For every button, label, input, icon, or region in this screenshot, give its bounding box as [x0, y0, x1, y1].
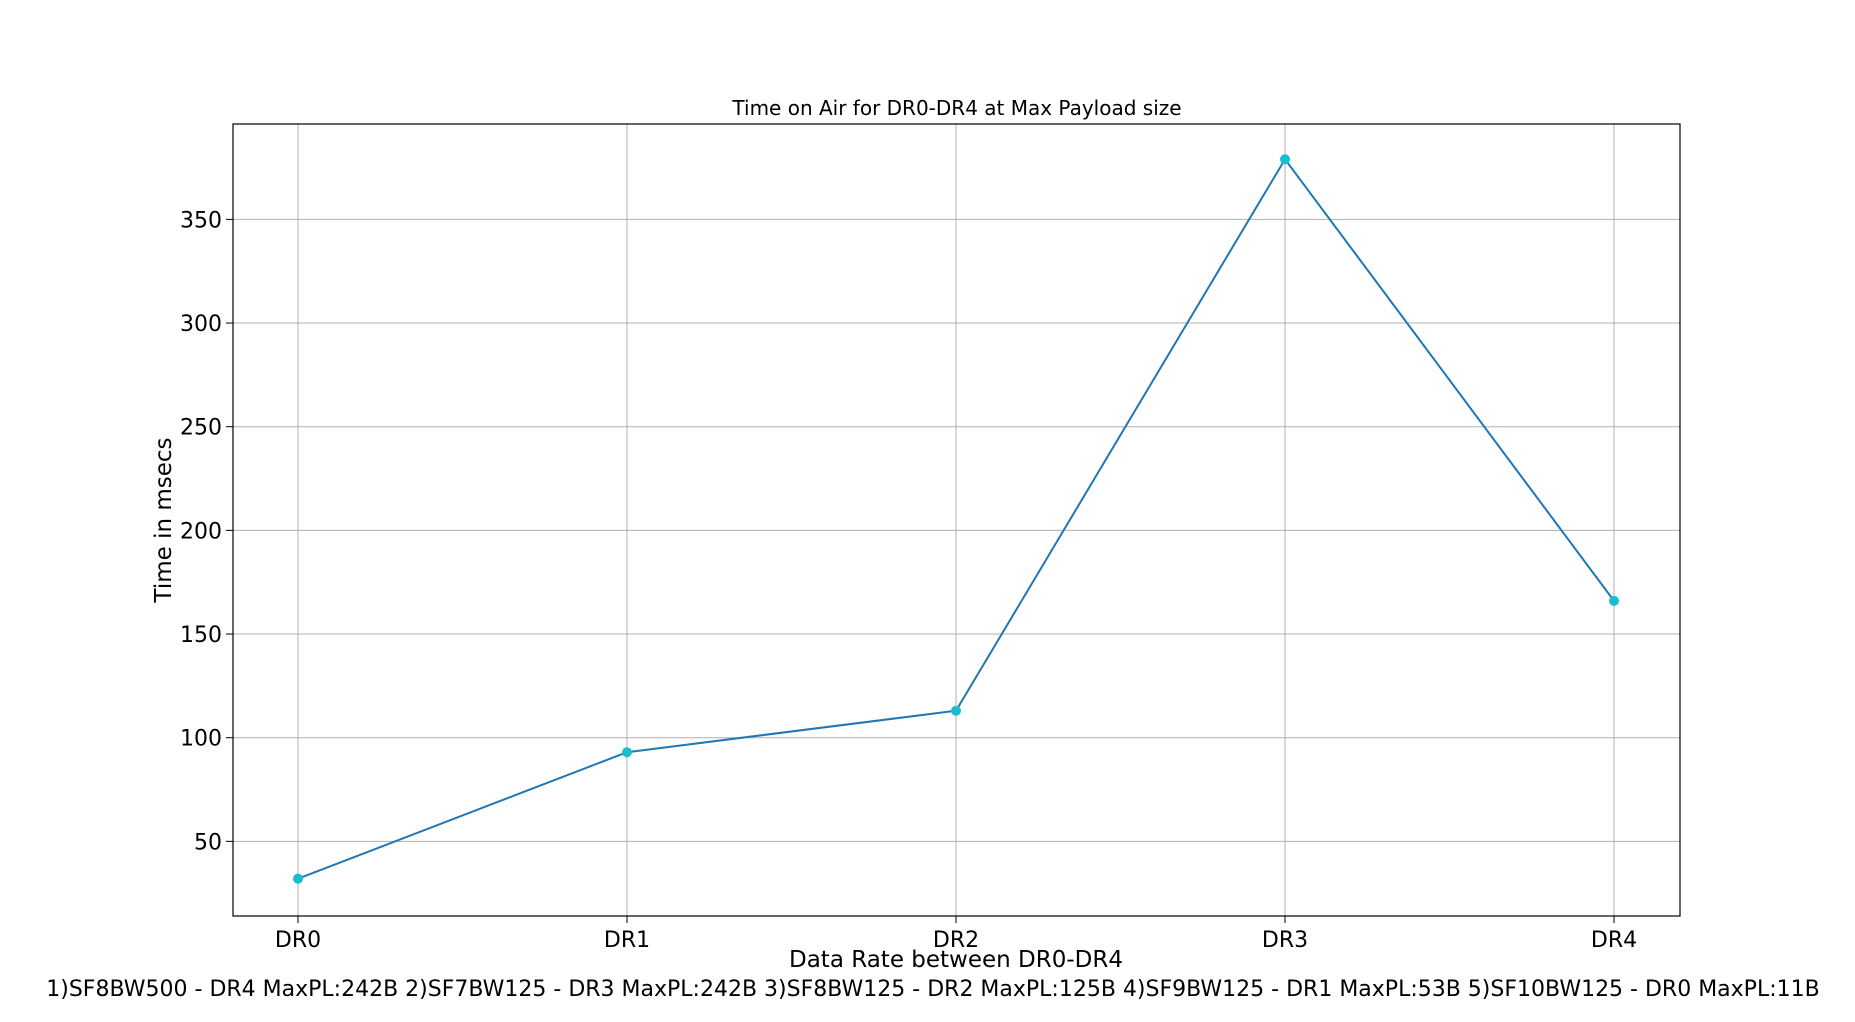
x-tick-label: DR4	[1591, 928, 1637, 953]
y-tick-label: 200	[180, 519, 222, 544]
y-axis-label: Time in msecs	[151, 437, 177, 603]
series	[293, 154, 1619, 884]
y-tick-label: 300	[180, 312, 222, 337]
data-point-dr2	[951, 705, 961, 716]
x-tick-label: DR2	[933, 928, 979, 953]
y-tick-label: 250	[180, 416, 222, 441]
x-tick-label: DR0	[275, 928, 321, 953]
data-point-dr1	[622, 747, 632, 758]
y-tick-label: 350	[180, 208, 222, 233]
x-axis: DR0 DR1 DR2 DR3 DR4	[275, 916, 1637, 953]
data-point-dr4	[1609, 595, 1619, 606]
x-tick-label: DR3	[1262, 928, 1308, 953]
footnote: 1)SF8BW500 - DR4 MaxPL:242B 2)SF7BW125 -…	[46, 977, 1819, 1002]
data-point-dr3	[1280, 154, 1290, 165]
grid	[233, 124, 1680, 916]
y-tick-label: 100	[180, 727, 222, 752]
data-point-dr0	[293, 873, 303, 884]
x-tick-label: DR1	[604, 928, 650, 953]
y-tick-label: 150	[180, 623, 222, 648]
chart-title: Time on Air for DR0-DR4 at Max Payload s…	[731, 96, 1181, 120]
y-axis: 50 100 150 200 250 300 350	[180, 208, 233, 855]
x-axis-label: Data Rate between DR0-DR4	[789, 947, 1123, 973]
y-tick-label: 50	[194, 830, 222, 855]
